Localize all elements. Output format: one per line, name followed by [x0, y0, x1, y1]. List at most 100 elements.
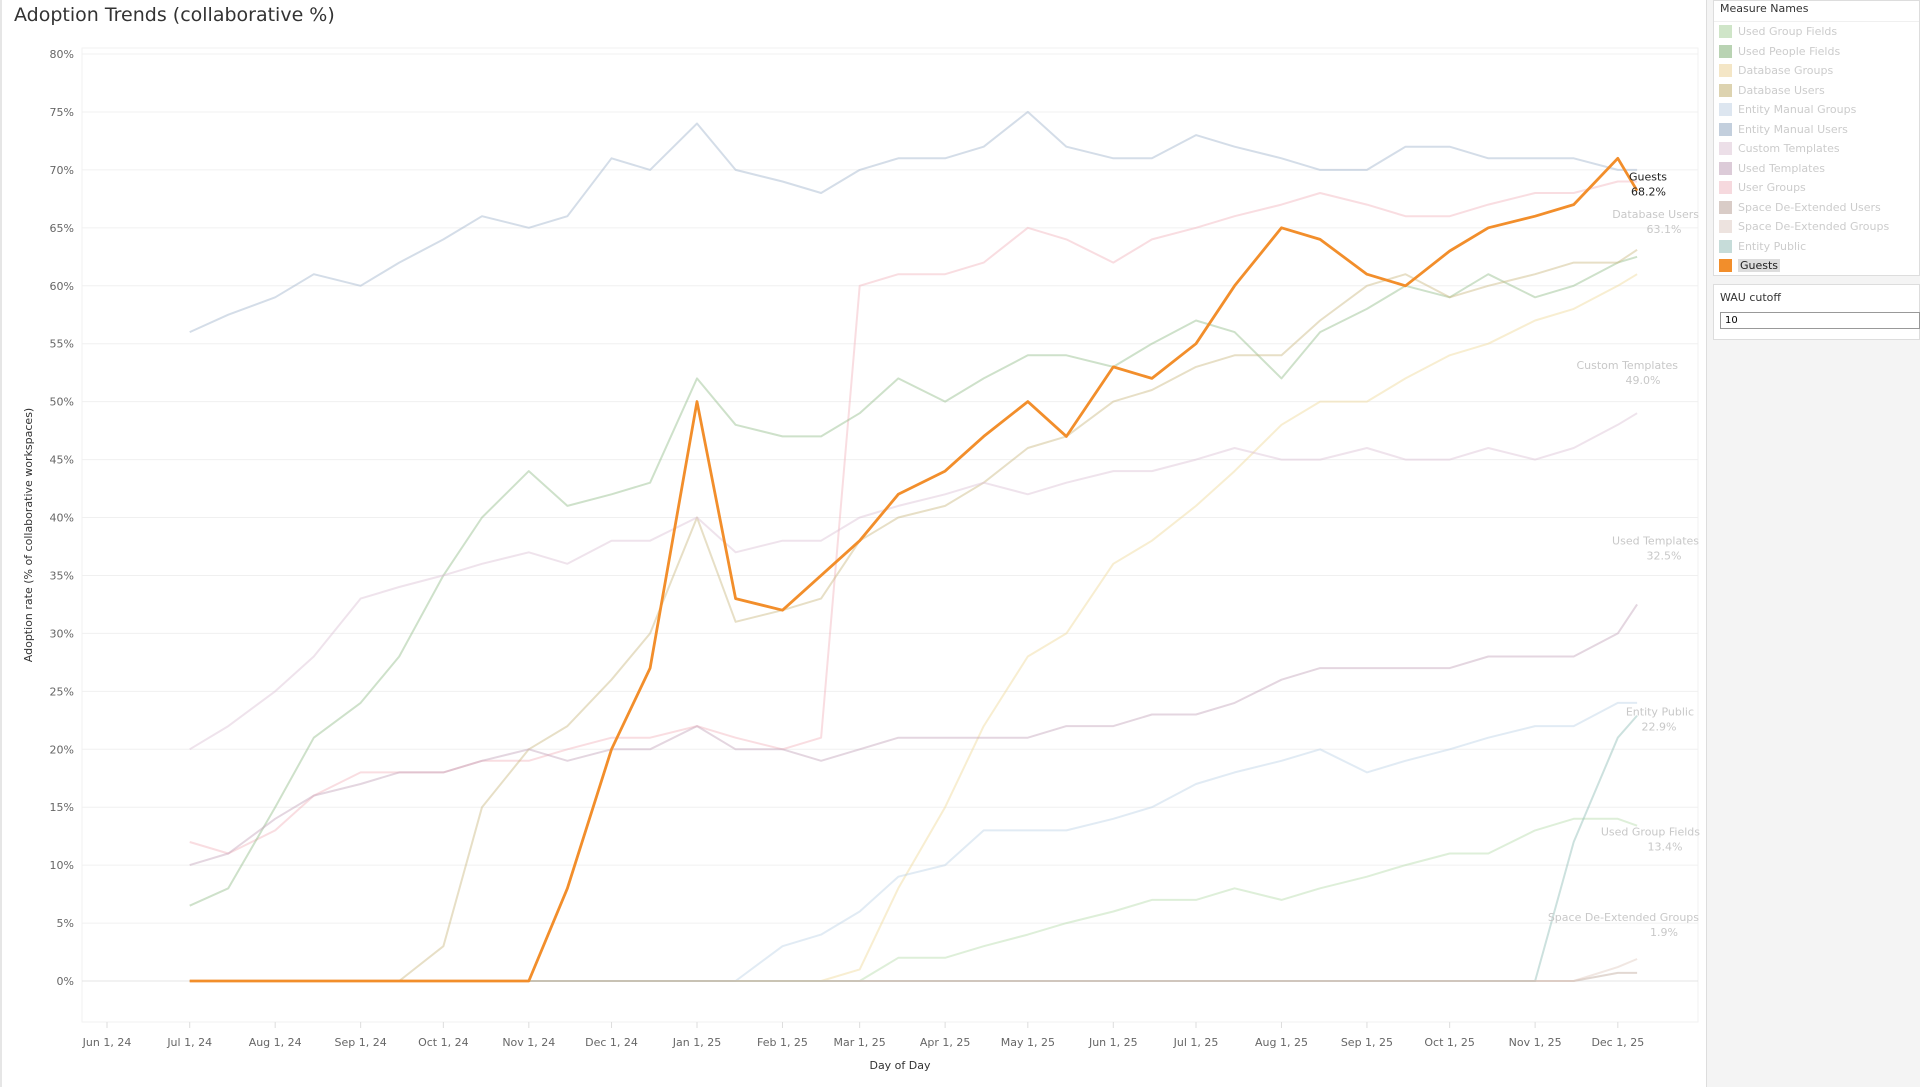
series-line-used-people-fields[interactable]	[189, 255, 1638, 907]
legend-label: Entity Manual Groups	[1738, 103, 1857, 117]
x-tick-label: Feb 1, 25	[757, 1036, 808, 1049]
legend-item[interactable]: Custom Templates	[1714, 139, 1919, 159]
y-tick-label: 75%	[50, 106, 74, 119]
end-label-value: 22.9%	[1642, 721, 1677, 734]
legend-swatch	[1719, 200, 1732, 214]
x-tick-label: Jun 1, 24	[82, 1036, 132, 1049]
x-tick-label: Nov 1, 25	[1509, 1036, 1562, 1049]
end-label-value: 49.0%	[1626, 374, 1661, 387]
legend-item[interactable]: Used People Fields	[1714, 42, 1919, 62]
legend-swatch	[1719, 239, 1732, 253]
y-tick-label: 25%	[50, 685, 74, 698]
wau-cutoff-input[interactable]	[1720, 312, 1920, 329]
wau-cutoff-filter: WAU cutoff	[1713, 284, 1920, 340]
legend-item[interactable]: Entity Manual Groups	[1714, 100, 1919, 120]
x-tick-label: Apr 1, 25	[920, 1036, 971, 1049]
legend-item[interactable]: Space De-Extended Groups	[1714, 217, 1919, 237]
y-tick-label: 10%	[50, 859, 74, 872]
y-tick-label: 65%	[50, 222, 74, 235]
y-tick-label: 35%	[50, 569, 74, 582]
series-line-entity-public[interactable]	[189, 714, 1638, 982]
x-tick-label: Dec 1, 24	[585, 1036, 638, 1049]
legend-swatch	[1719, 122, 1732, 136]
legend-item[interactable]: User Groups	[1714, 178, 1919, 198]
y-tick-label: 45%	[50, 454, 74, 467]
legend-label: Entity Public	[1738, 239, 1807, 253]
legend-item[interactable]: Guests	[1714, 256, 1919, 276]
x-tick-label: Nov 1, 24	[502, 1036, 555, 1049]
end-label-value: 68.2%	[1631, 186, 1666, 199]
y-tick-label: 60%	[50, 280, 74, 293]
series-line-database-groups[interactable]	[189, 273, 1638, 982]
side-panel: Measure Names Used Group Fields Used Peop…	[1706, 0, 1920, 1087]
series-line-entity-manual-users[interactable]	[189, 110, 1638, 334]
x-tick-label: Oct 1, 24	[418, 1036, 469, 1049]
series-line-used-group-fields[interactable]	[189, 817, 1638, 982]
end-label-name: Space De-Extended Groups	[1548, 911, 1699, 924]
x-tick-label: Jul 1, 25	[1173, 1036, 1219, 1049]
legend-swatch	[1719, 103, 1732, 117]
y-tick-label: 70%	[50, 164, 74, 177]
legend-swatch	[1719, 259, 1732, 273]
legend-label: Database Users	[1738, 83, 1825, 97]
x-tick-label: Sep 1, 24	[335, 1036, 387, 1049]
legend-item[interactable]: Used Group Fields	[1714, 22, 1919, 42]
legend-swatch	[1719, 161, 1732, 175]
series-line-space-de-extended-groups[interactable]	[189, 958, 1638, 982]
y-tick-label: 55%	[50, 338, 74, 351]
end-label-value: 13.4%	[1648, 841, 1683, 854]
y-tick-label: 40%	[50, 512, 74, 525]
legend-item[interactable]: Space De-Extended Users	[1714, 198, 1919, 218]
end-label-name: Database Users	[1612, 208, 1699, 221]
legend-label: Used People Fields	[1738, 44, 1841, 58]
legend-swatch	[1719, 44, 1732, 58]
series-line-custom-templates[interactable]	[189, 412, 1638, 751]
x-tick-label: Jun 1, 25	[1088, 1036, 1138, 1049]
legend-swatch	[1719, 83, 1732, 97]
y-tick-label: 15%	[50, 801, 74, 814]
legend-item[interactable]: Entity Manual Users	[1714, 120, 1919, 140]
legend-item[interactable]: Database Groups	[1714, 61, 1919, 81]
legend-label: Space De-Extended Groups	[1738, 220, 1890, 234]
legend-swatch	[1719, 220, 1732, 234]
legend-item[interactable]: Entity Public	[1714, 237, 1919, 257]
legend-label: Used Templates	[1738, 161, 1825, 175]
x-axis-title: Day of Day	[869, 1059, 931, 1072]
series-line-used-templates[interactable]	[189, 603, 1638, 867]
end-label-value: 63.1%	[1647, 223, 1682, 236]
legend-label: Entity Manual Users	[1738, 122, 1848, 136]
x-tick-label: Aug 1, 24	[249, 1036, 302, 1049]
chart-title: Adoption Trends (collaborative %)	[14, 4, 335, 26]
x-tick-label: Dec 1, 25	[1591, 1036, 1644, 1049]
end-label-name: Used Group Fields	[1601, 826, 1700, 839]
end-label-name: Entity Public	[1626, 706, 1694, 719]
legend-label: Guests	[1738, 259, 1781, 273]
y-axis-title: Adoption rate (% of collaborative worksp…	[22, 408, 35, 662]
legend-label: Space De-Extended Users	[1738, 200, 1881, 214]
series-line-guests[interactable]	[189, 156, 1639, 983]
end-label-value: 1.9%	[1650, 926, 1678, 939]
x-tick-label: Sep 1, 25	[1341, 1036, 1393, 1049]
legend-title: Measure Names	[1714, 1, 1919, 22]
end-label-value: 32.5%	[1647, 549, 1682, 562]
wau-cutoff-label: WAU cutoff	[1720, 291, 1781, 304]
series-line-database-users[interactable]	[189, 248, 1638, 982]
legend-label: User Groups	[1738, 181, 1806, 195]
chart-panel: Adoption Trends (collaborative %) 0% 5% 10…	[0, 0, 1706, 1087]
series-line-user-groups[interactable]	[189, 180, 1638, 855]
y-tick-label: 5%	[57, 917, 74, 930]
plot-area	[81, 47, 1699, 1023]
x-tick-label: Jul 1, 24	[166, 1036, 212, 1049]
legend-item[interactable]: Database Users	[1714, 81, 1919, 101]
legend-swatch	[1719, 181, 1732, 195]
legend-swatch	[1719, 25, 1732, 39]
legend-item[interactable]: Used Templates	[1714, 159, 1919, 179]
y-tick-label: 80%	[50, 48, 74, 61]
y-tick-label: 0%	[57, 975, 74, 988]
series-line-entity-manual-groups[interactable]	[189, 701, 1638, 982]
line-chart[interactable]: 0% 5% 10% 15% 20% 25% 30% 35% 40% 45% 50% 55% 60% 65%…	[2, 0, 1706, 1087]
legend-swatch	[1719, 64, 1732, 78]
end-label-name: Used Templates	[1612, 534, 1699, 547]
x-tick-label: Oct 1, 25	[1424, 1036, 1475, 1049]
legend: Measure Names Used Group Fields Used Peop…	[1713, 0, 1920, 276]
